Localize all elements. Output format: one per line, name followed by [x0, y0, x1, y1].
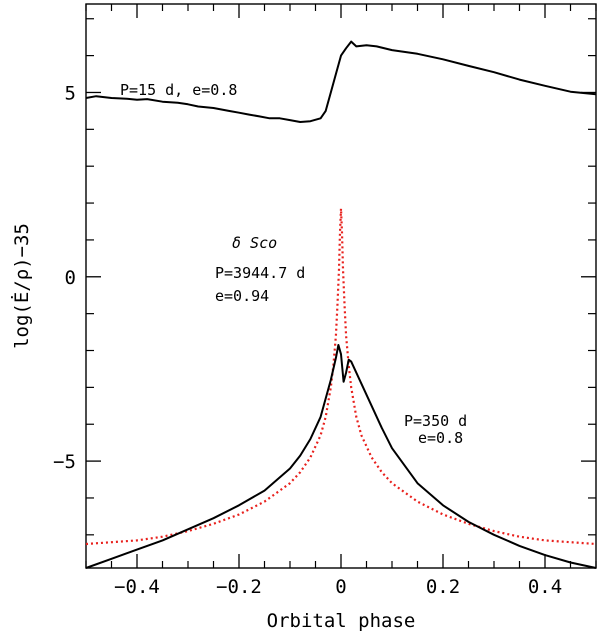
annotation-p15-e08: P=15 d, e=0.8 — [120, 81, 237, 99]
annotation-p3944: P=3944.7 d — [215, 264, 305, 282]
y-axis-label: log(Ė/ρ)−35 — [10, 223, 33, 349]
annotation-e094: e=0.94 — [215, 287, 269, 305]
annotation-delta-sco: δ Sco — [232, 234, 277, 252]
major-ticks — [86, 4, 596, 568]
series-p-15-d-e-0-8 — [85, 40, 597, 123]
x-tick-label: 0.2 — [426, 576, 460, 598]
y-tick-label: 5 — [65, 82, 76, 104]
annotation-e08: e=0.8 — [418, 429, 463, 447]
series-layer — [85, 40, 597, 569]
annotation-p350: P=350 d — [404, 412, 467, 430]
series-sco — [85, 207, 597, 546]
series-p-350-d-e-0-8 — [85, 344, 597, 569]
x-axis-label: Orbital phase — [267, 610, 416, 632]
y-tick-labels: −5 0 5 — [53, 82, 76, 473]
x-tick-label: −0.2 — [216, 576, 262, 598]
y-tick-label: 0 — [65, 267, 76, 289]
x-tick-label: −0.4 — [114, 576, 160, 598]
x-tick-label: 0.4 — [528, 576, 562, 598]
minor-ticks — [85, 4, 597, 568]
x-tick-labels: −0.4 −0.2 0 0.2 0.4 — [114, 576, 562, 598]
y-tick-label: −5 — [53, 451, 76, 473]
x-tick-label: 0 — [335, 576, 346, 598]
